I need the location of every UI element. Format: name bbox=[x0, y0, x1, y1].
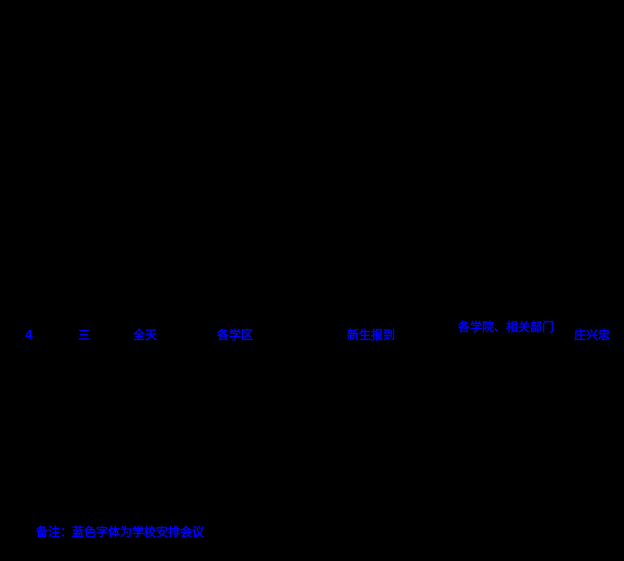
row-cell-department: 各学院、相关部门 bbox=[457, 320, 554, 334]
footnote-text: 备注：蓝色字体为学校安排会议 bbox=[36, 525, 205, 539]
row-cell-time: 全天 bbox=[132, 328, 157, 342]
row-cell-weekday: 三 bbox=[77, 328, 90, 342]
table-row[interactable]: 4 三 全天 各学区 新生报到 各学院、相关部门 庄兴忠 bbox=[0, 320, 624, 343]
row-cell-leader: 庄兴忠 bbox=[573, 328, 610, 342]
row-cell-content: 新生报到 bbox=[346, 328, 395, 342]
row-cell-place: 各学区 bbox=[216, 328, 253, 342]
row-cell-seq: 4 bbox=[24, 328, 34, 342]
